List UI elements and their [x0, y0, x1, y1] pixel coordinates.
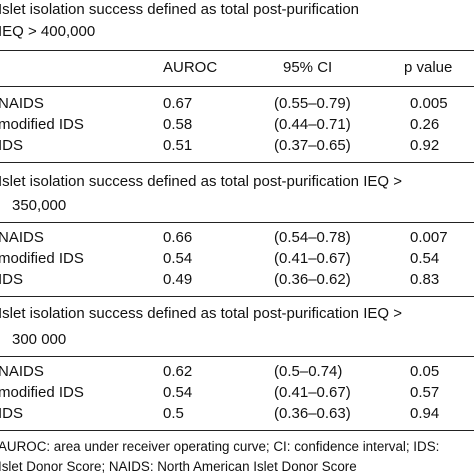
footnote: AUROC: area under receiver operating cur… — [0, 439, 440, 454]
section-title: 300 000 — [12, 331, 67, 348]
cell: 0.26 — [410, 116, 440, 133]
section-title: Islet isolation success defined as total… — [0, 1, 360, 18]
cell: 0.94 — [410, 405, 440, 422]
cell: 0.49 — [163, 271, 193, 288]
cell: 0.54 — [410, 250, 440, 267]
cell: 0.51 — [163, 137, 193, 154]
cell: 0.05 — [410, 363, 440, 380]
row-label: modified IDS — [0, 250, 84, 267]
row-label: IDS — [0, 137, 24, 154]
cell: (0.55–0.79) — [274, 95, 351, 112]
row-label: NAIDS — [0, 363, 44, 380]
footnote: Islet Donor Score; NAIDS: North American… — [0, 459, 357, 474]
rule — [0, 356, 474, 357]
row-label: modified IDS — [0, 384, 84, 401]
section-title: Islet isolation success defined as total… — [0, 305, 402, 322]
rule — [0, 86, 474, 87]
cell: (0.44–0.71) — [274, 116, 351, 133]
cell: 0.5 — [163, 405, 184, 422]
cell: (0.5–0.74) — [274, 363, 343, 380]
cell: (0.41–0.67) — [274, 250, 351, 267]
section-title: IEQ > 400,000 — [0, 23, 96, 40]
cell: 0.005 — [410, 95, 448, 112]
cell: (0.41–0.67) — [274, 384, 351, 401]
row-label: NAIDS — [0, 229, 44, 246]
row-label: IDS — [0, 271, 24, 288]
cell: 0.62 — [163, 363, 193, 380]
cell: 0.92 — [410, 137, 440, 154]
rule — [0, 430, 474, 431]
cell: (0.36–0.62) — [274, 271, 351, 288]
column-header: AUROC — [163, 59, 218, 76]
row-label: IDS — [0, 405, 24, 422]
cell: 0.66 — [163, 229, 193, 246]
rule — [0, 222, 474, 223]
row-label: modified IDS — [0, 116, 84, 133]
section-title: Islet isolation success defined as total… — [0, 173, 402, 190]
cell: 0.007 — [410, 229, 448, 246]
cell: (0.36–0.63) — [274, 405, 351, 422]
cell: 0.54 — [163, 384, 193, 401]
rule — [0, 50, 474, 51]
cell: 0.67 — [163, 95, 193, 112]
cell: (0.37–0.65) — [274, 137, 351, 154]
section-title: 350,000 — [12, 197, 67, 214]
cell: 0.58 — [163, 116, 193, 133]
cell: 0.54 — [163, 250, 193, 267]
column-header: p value — [404, 59, 453, 76]
cell: 0.83 — [410, 271, 440, 288]
rule — [0, 162, 474, 163]
rule — [0, 296, 474, 297]
column-header: 95% CI — [283, 59, 333, 76]
cell: 0.57 — [410, 384, 440, 401]
row-label: NAIDS — [0, 95, 44, 112]
cell: (0.54–0.78) — [274, 229, 351, 246]
